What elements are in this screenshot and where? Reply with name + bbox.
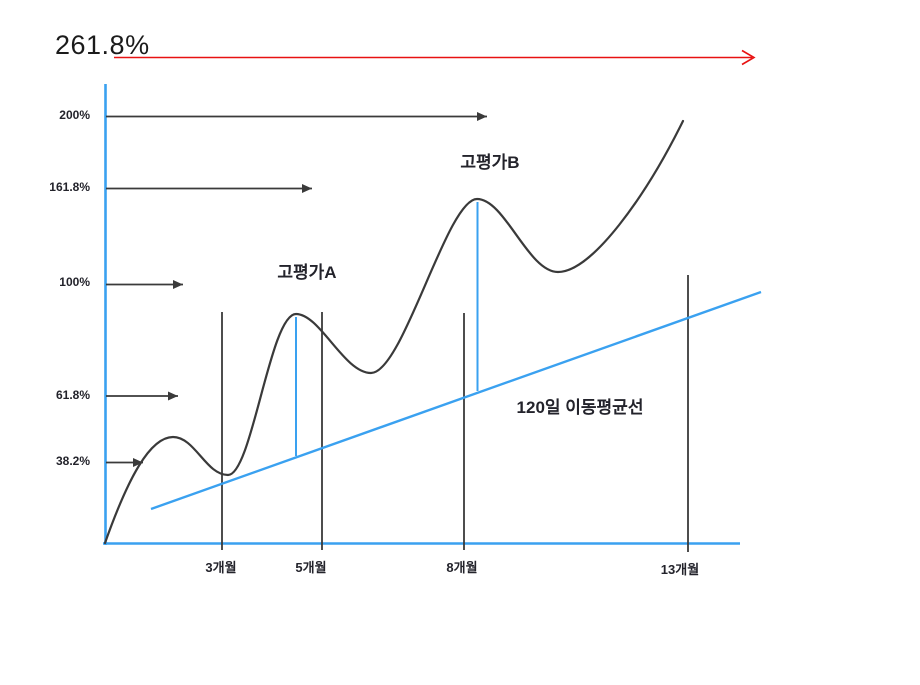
overvalued-a-label: 고평가A — [277, 263, 337, 282]
red-arrow-head-icon — [741, 49, 756, 66]
overvalued-b-label: 고평가B — [460, 153, 520, 172]
level-61.8-label: 61.8% — [55, 388, 90, 402]
level-261.8-arrow — [114, 49, 756, 66]
moving-average-label: 120일 이동평균선 — [516, 398, 644, 417]
month-5-label: 5개월 — [295, 560, 327, 575]
level-161.8-label: 161.8% — [49, 180, 90, 194]
month-3-label: 3개월 — [205, 560, 237, 575]
level-100-label: 100% — [59, 275, 90, 289]
moving-average-line — [150, 290, 762, 511]
level-38.2-label: 38.2% — [55, 454, 90, 468]
level-261.8-label: 261.8% — [55, 30, 150, 60]
month-8-label: 8개월 — [446, 560, 478, 575]
level-200-label: 200% — [59, 108, 90, 122]
month-13-label: 13개월 — [660, 562, 700, 577]
price-curve — [103, 119, 685, 545]
